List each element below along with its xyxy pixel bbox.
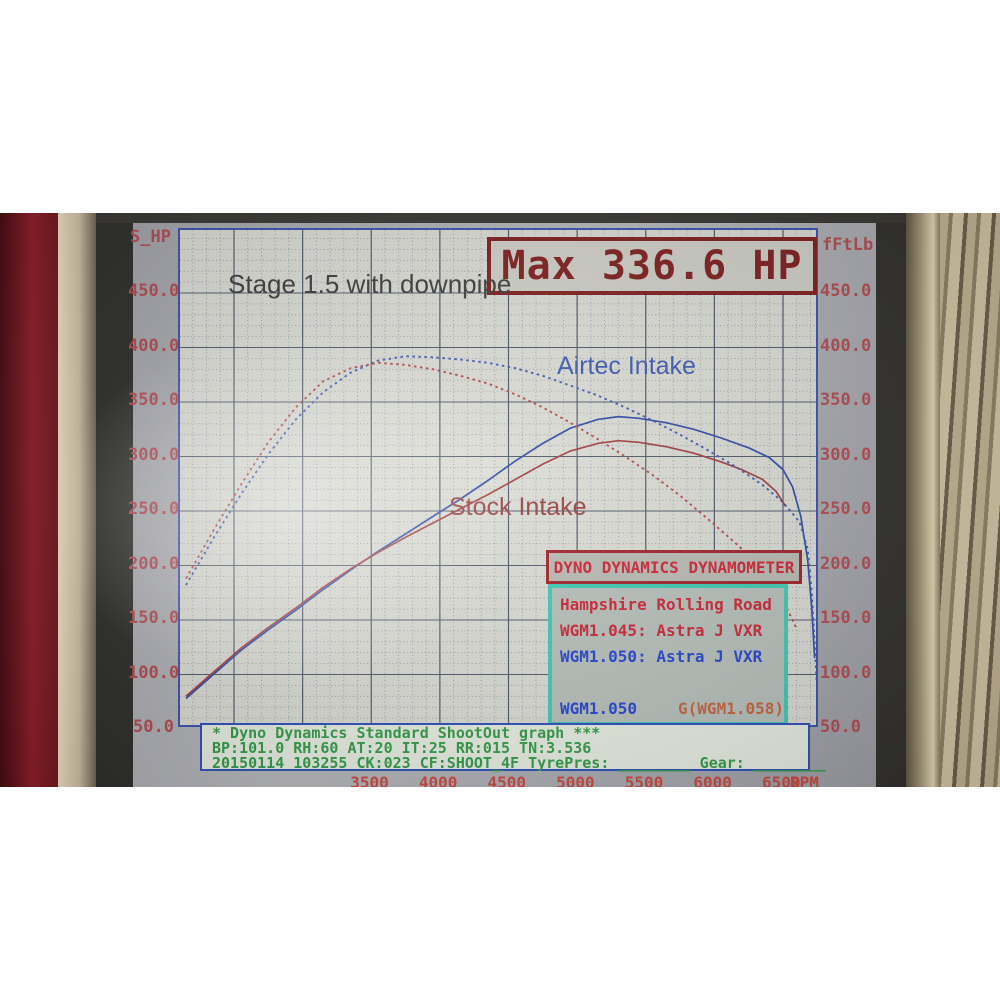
y-tick-left-300: 300.0 [128, 444, 180, 465]
legend-line-run-045: WGM1.045: Astra J VXR [560, 621, 763, 640]
status-panel: * Dyno Dynamics Standard ShootOut graph … [200, 723, 827, 772]
y-axis-left-label: S_HP [130, 227, 171, 247]
x-tick-6500: 6500 [762, 773, 801, 787]
y-tick-right-150: 150.0 [820, 608, 872, 628]
status-line-1: * Dyno Dynamics Standard ShootOut graph … [212, 724, 601, 742]
y-tick-left-350: 350.0 [128, 390, 180, 410]
y-axis-right-label: fFtLb [822, 235, 874, 255]
x-tick-4000: 4000 [418, 773, 458, 787]
y-tick-right-300: 300.0 [820, 444, 872, 465]
y-tick-left-450: 450.0 [128, 281, 180, 301]
y-tick-left-200: 200.0 [128, 553, 180, 574]
x-tick-6000: 6000 [693, 773, 732, 787]
y-tick-left-50: 50.0 [133, 717, 174, 737]
legend-header-text: DYNO DYNAMICS DYNAMOMETER [553, 557, 795, 577]
monitor-bezel-left [58, 213, 96, 787]
red-wall-background [0, 213, 58, 787]
y-tick-right-350: 350.0 [820, 390, 872, 410]
legend-footer-run: WGM1.050 [560, 699, 638, 718]
y-tick-right-50: 50.0 [820, 717, 861, 737]
y-tick-left-400: 400.0 [128, 335, 180, 356]
curve-label-airtec: Airtec Intake [557, 352, 696, 380]
x-tick-4500: 4500 [487, 773, 527, 787]
x-tick-5500: 5500 [624, 773, 664, 787]
curve-0-power [185, 415, 816, 700]
y-tick-left-250: 250.0 [128, 499, 180, 519]
legend-line-venue: Hampshire Rolling Road [560, 595, 772, 614]
monitor-photo: 450.0 400.0 350.0 300.0 250.0 200.0 150.0 100.0… [0, 213, 1000, 787]
y-tick-left-100: 100.0 [128, 662, 180, 683]
cables-background [940, 213, 1000, 787]
legend-header: DYNO DYNAMICS DYNAMOMETER [546, 550, 802, 584]
legend-line-run-050: WGM1.050: Astra J VXR [560, 647, 763, 666]
chart-title: Stage 1.5 with downpipe [228, 269, 512, 299]
curve-label-stock: Stock Intake [449, 493, 587, 521]
y-tick-right-250: 250.0 [820, 499, 872, 519]
curve-2-torque [185, 355, 816, 680]
screen-frame-left [96, 213, 133, 787]
max-power-box: Max 336.6 HP [487, 237, 817, 295]
x-axis-unit-label: RPM [790, 773, 819, 787]
max-power-value: Max 336.6 HP [501, 243, 803, 289]
legend-footer-graph: G(WGM1.058) [678, 699, 784, 718]
screen-frame-top [96, 213, 906, 223]
y-tick-right-450: 450.0 [820, 281, 872, 301]
status-line-3: 20150114 103255 CK:023 CF:SHOOT_4F TyreP… [212, 754, 827, 772]
status-line-2: BP:101.0 RH:60 AT:20 IT:25 RR:015 TN:3.5… [212, 739, 592, 757]
curve-1-power [185, 439, 787, 697]
monitor-bezel-right [906, 213, 940, 787]
y-tick-right-400: 400.0 [820, 335, 872, 356]
x-tick-5000: 5000 [556, 773, 595, 787]
y-tick-right-100: 100.0 [820, 662, 872, 683]
legend-panel: Hampshire Rolling Road WGM1.045: Astra J… [548, 584, 788, 726]
y-tick-right-200: 200.0 [820, 553, 872, 574]
x-tick-3500: 3500 [350, 773, 389, 787]
y-tick-left-150: 150.0 [128, 608, 180, 628]
legend-footer: WGM1.050 G(WGM1.058) [560, 699, 784, 718]
screen-frame-right [876, 213, 906, 787]
